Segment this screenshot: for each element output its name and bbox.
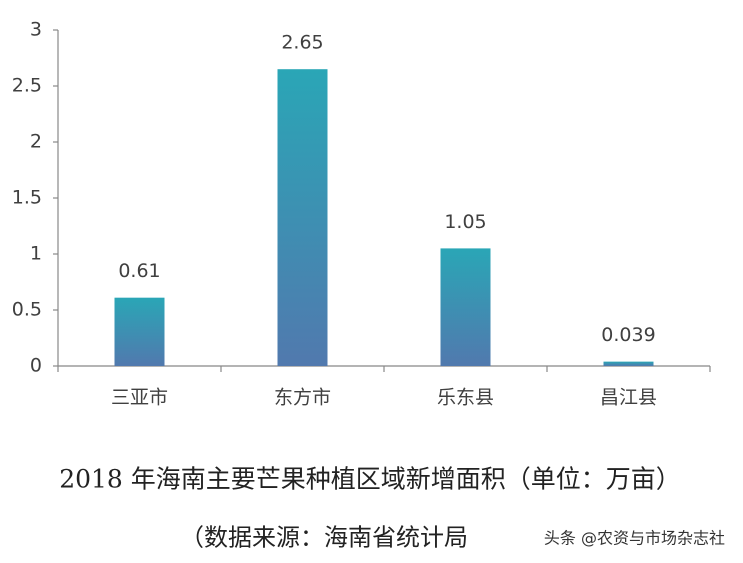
chart-title: 2018 年海南主要芒果种植区域新增面积（单位：万亩） (59, 465, 681, 494)
x-tick-label: 昌江县 (600, 387, 657, 409)
y-tick-label: 1.5 (12, 187, 42, 209)
watermark: 头条 @农资与市场杂志社 (544, 529, 725, 548)
value-label: 1.05 (444, 211, 486, 233)
bar (603, 361, 654, 366)
value-label: 0.039 (601, 324, 655, 346)
y-tick-label: 2 (30, 131, 42, 153)
y-tick-label: 0 (30, 355, 42, 377)
bar (440, 248, 491, 366)
x-tick-label: 乐东县 (437, 387, 494, 409)
value-label: 2.65 (281, 32, 323, 54)
x-tick-label: 东方市 (274, 387, 331, 409)
value-label: 0.61 (118, 260, 160, 282)
y-tick-label: 1 (30, 243, 42, 265)
y-tick-label: 0.5 (12, 299, 42, 321)
x-tick-label: 三亚市 (111, 387, 168, 409)
y-tick-label: 3 (30, 19, 42, 41)
bar (114, 297, 165, 366)
y-tick-label: 2.5 (12, 75, 42, 97)
source-note: （数据来源：海南省统计局 (180, 524, 468, 552)
bar (277, 69, 328, 366)
